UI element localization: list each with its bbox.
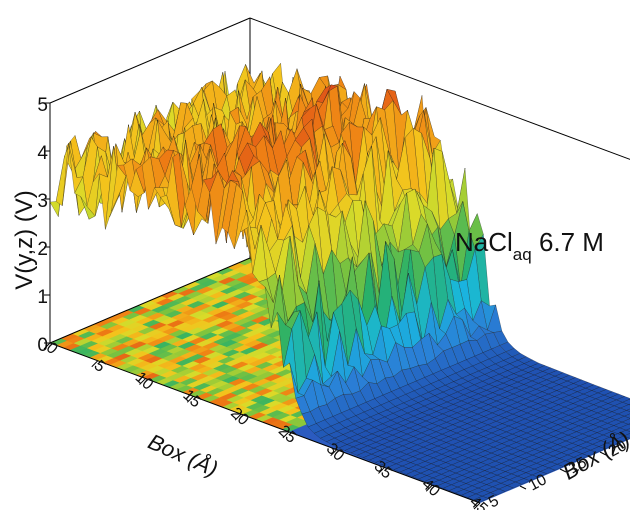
concentration-annotation: NaClaq 6.7 M [455,227,604,264]
z-axis-label: V(y,z) (V) [11,190,38,290]
x-tick-label: 5 [90,357,108,376]
z-axis-ticks: 0 1 2 3 4 5 [37,95,50,356]
z-tick-label: 3 [37,191,48,212]
z-tick-label: 0 [37,335,48,356]
annotation-rest: 6.7 M [532,227,604,257]
x-axis-label: Box (Å) [144,429,221,482]
annotation-base: NaCl [455,227,513,257]
y-tick-label: 10 [526,471,550,494]
z-tick-label: 4 [37,143,48,164]
z-tick-label: 1 [37,287,48,308]
annotation-subscript: aq [513,245,532,264]
potential-surface [49,62,630,503]
z-tick-label: 5 [37,95,48,116]
y-tick-label: 15 [566,454,590,477]
y-tick-label: 20 [606,437,630,460]
z-tick-label: 2 [37,239,48,260]
